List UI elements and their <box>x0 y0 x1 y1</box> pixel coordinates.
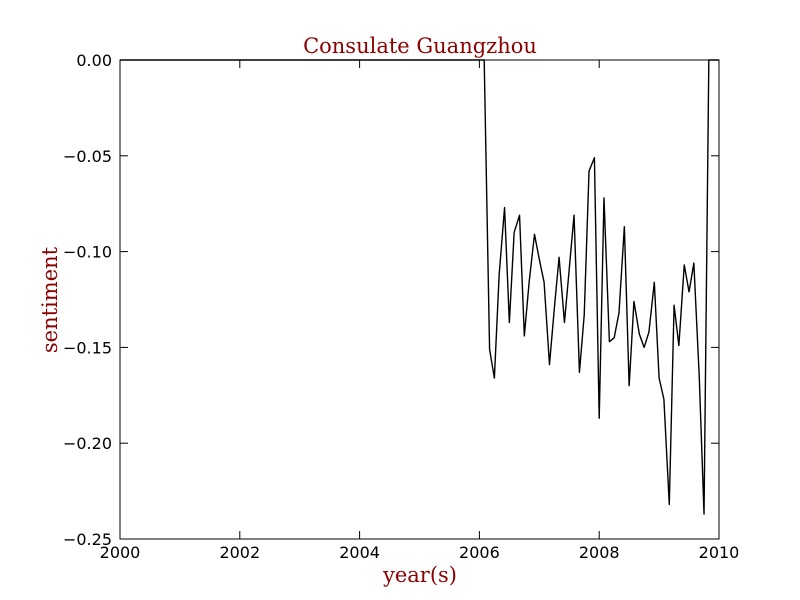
x-tick-label: 2006 <box>459 543 500 562</box>
series-line-0 <box>120 59 719 515</box>
x-tick-label: 2004 <box>339 543 380 562</box>
x-tick-label: 2000 <box>100 543 141 562</box>
plot-area-background <box>120 60 719 539</box>
y-tick-label: −0.05 <box>63 147 112 166</box>
y-tick-label: −0.25 <box>63 530 112 549</box>
y-tick-label: −0.20 <box>63 434 112 453</box>
x-tick-label: 2010 <box>699 543 740 562</box>
plot-frame <box>119 59 720 540</box>
chart-title: Consulate Guangzhou <box>303 34 537 58</box>
line-layer <box>120 59 719 515</box>
x-tick-label: 2002 <box>219 543 260 562</box>
y-tick-label: −0.10 <box>63 243 112 262</box>
y-tick-label: −0.15 <box>63 338 112 357</box>
y-axis: 0.00 −0.05 −0.10 −0.15 −0.20 −0.25 <box>63 51 719 549</box>
x-axis: 2000 2002 2004 2006 2008 2010 <box>100 60 740 562</box>
y-tick-label: 0.00 <box>76 51 112 70</box>
x-axis-title: year(s) <box>382 563 457 587</box>
x-tick-label: 2008 <box>579 543 620 562</box>
y-axis-title: sentiment <box>38 246 62 353</box>
